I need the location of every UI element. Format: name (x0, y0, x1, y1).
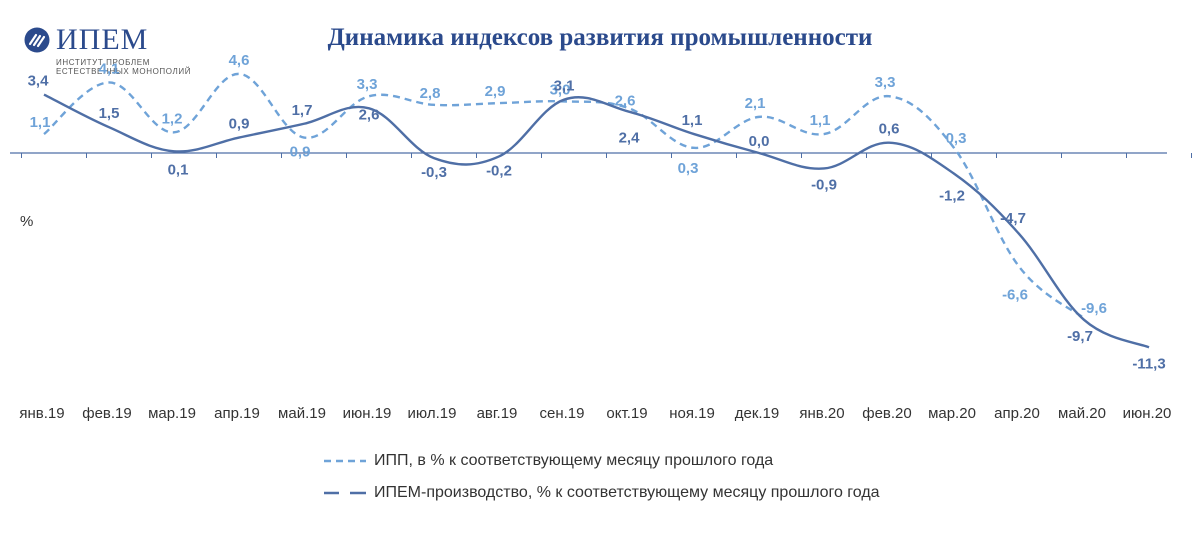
x-tick-label: июн.20 (1123, 405, 1172, 422)
data-label: 3,1 (554, 78, 575, 95)
x-tick-label: окт.19 (606, 405, 647, 422)
logo-subtitle-line1: ИНСТИТУТ ПРОБЛЕМ (56, 58, 150, 67)
y-axis-unit-label: % (20, 213, 34, 230)
series-line-ipp (43, 72, 1085, 320)
data-label: 2,9 (485, 83, 506, 100)
x-tick-label: мар.19 (148, 405, 196, 422)
data-label: 3,0 (550, 81, 571, 98)
logo: ИПЕМ ИНСТИТУТ ПРОБЛЕМ ЕСТЕСТВЕННЫХ МОНОП… (24, 23, 224, 86)
data-label: -0,3 (421, 164, 447, 181)
x-tick-label: май.19 (278, 405, 326, 422)
line-chart: янв.19 фев.19 мар.19 апр.19 май.19 июн.19 июл.… (10, 52, 1192, 422)
legend-label-ipem: ИПЕМ-производство, % к соответствующему … (374, 484, 880, 501)
data-label: -4,7 (1000, 210, 1026, 227)
data-label: 1,2 (162, 110, 183, 127)
data-label: -9,7 (1067, 328, 1093, 345)
data-label: -1,2 (939, 188, 965, 205)
data-label: 0,6 (879, 121, 900, 138)
x-tick-label: авг.19 (477, 405, 518, 422)
legend-item-ipp: ИПП, в % к соответствующему месяцу прошл… (322, 452, 773, 470)
logo-subtitle-line2: ЕСТЕСТВЕННЫХ МОНОПОЛИЙ (56, 67, 192, 76)
data-label: 2,6 (359, 106, 380, 123)
data-label: 0,3 (946, 130, 967, 147)
data-label: 0,0 (749, 133, 770, 150)
x-tick-label: янв.20 (799, 405, 844, 422)
legend-item-ipem: ИПЕМ-производство, % к соответствующему … (322, 484, 880, 502)
data-label: 4,6 (229, 52, 250, 69)
x-tick-label: мар.20 (928, 405, 976, 422)
x-tick-label: янв.19 (19, 405, 64, 422)
data-label: 2,1 (745, 95, 766, 112)
data-label: 0,9 (229, 116, 250, 133)
x-tick-label: июл.19 (408, 405, 457, 422)
data-label: 3,4 (28, 73, 50, 90)
data-label: 0,9 (290, 144, 311, 161)
x-tick-label: апр.19 (214, 405, 260, 422)
data-label: 1,7 (292, 102, 313, 119)
chart-title: Динамика индексов развития промышленност… (327, 24, 873, 51)
data-label: 0,3 (678, 160, 699, 177)
data-label: 1,1 (30, 114, 51, 131)
x-tick-label: май.20 (1058, 405, 1106, 422)
legend-label-ipp: ИПП, в % к соответствующему месяцу прошл… (374, 452, 774, 469)
x-tick-label: сен.19 (540, 405, 585, 422)
data-label: 2,6 (615, 92, 636, 109)
data-label: 1,1 (810, 112, 831, 129)
data-label: 4,1 (99, 60, 120, 77)
legend-solid-line-icon (324, 491, 366, 495)
x-tick-label: ноя.19 (669, 405, 715, 422)
ipem-logo-icon (24, 27, 50, 53)
data-label: 2,4 (619, 130, 641, 147)
data-label: -0,9 (811, 176, 837, 193)
data-label: 1,5 (99, 105, 120, 122)
x-tick-label: фев.19 (82, 405, 132, 422)
data-label: -6,6 (1002, 287, 1028, 304)
data-label: 3,3 (357, 76, 378, 93)
legend-dashed-line-icon (324, 459, 366, 463)
data-label: -11,3 (1132, 355, 1165, 372)
x-tick-label: апр.20 (994, 405, 1040, 422)
data-label: -0,2 (486, 162, 512, 179)
x-tick-label: июн.19 (343, 405, 392, 422)
data-label: 0,1 (168, 161, 189, 178)
data-label: 2,8 (420, 85, 441, 102)
logo-name: ИПЕМ (56, 23, 149, 56)
x-tick-label: дек.19 (735, 405, 780, 422)
series-line-ipem (43, 93, 1150, 349)
data-label: 3,3 (875, 74, 896, 91)
x-tick-label: фев.20 (862, 405, 912, 422)
data-label: 1,1 (682, 112, 703, 129)
data-label: -9,6 (1081, 300, 1107, 317)
